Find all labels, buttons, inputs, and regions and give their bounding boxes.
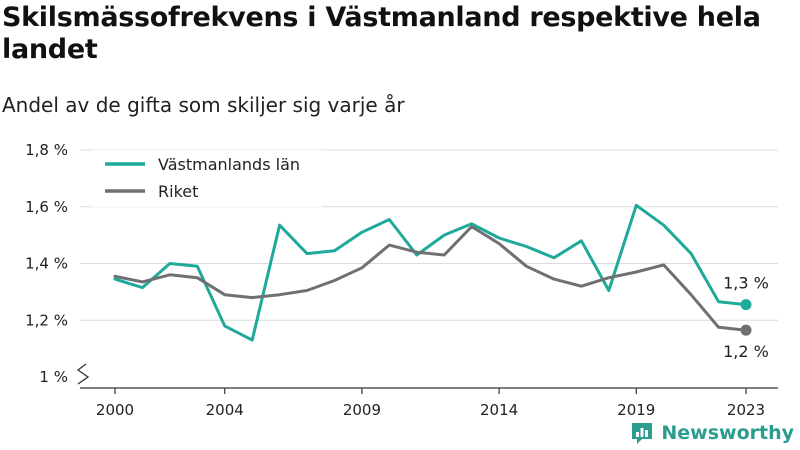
legend-label-1: Riket: [158, 182, 198, 201]
x-tick-label: 2000: [96, 401, 134, 419]
chart-subtitle: Andel av de gifta som skiljer sig varje …: [2, 93, 405, 117]
x-tick-label: 2019: [617, 401, 655, 419]
series-end-point-1: [740, 324, 752, 336]
y-tick-label: 1 %: [39, 368, 68, 386]
end-labels: 1,3 % 1,2 %: [723, 274, 769, 362]
series-group: [113, 203, 752, 342]
series-line-0: [113, 203, 748, 342]
series-end-label-1: 1,2 %: [723, 342, 769, 361]
y-tick-label: 1,2 %: [25, 311, 68, 329]
legend-label-0: Västmanlands län: [158, 155, 300, 174]
y-tick-label: 1,8 %: [25, 141, 68, 159]
chart-title: Skilsmässofrekvens i Västmanland respekt…: [2, 2, 761, 65]
series-line-1: [113, 225, 748, 332]
legend: Västmanlands län Riket: [92, 150, 322, 207]
series-end-point-0: [740, 299, 752, 311]
y-tick-label: 1,6 %: [25, 198, 68, 216]
brand-logo[interactable]: Newsworthy: [629, 420, 794, 446]
newsworthy-logo-icon: [632, 423, 653, 444]
axis-break-icon: [76, 363, 90, 385]
x-tick-label: 2023: [727, 401, 765, 419]
x-tick-label: 2009: [343, 401, 381, 419]
legend-background: [92, 150, 322, 207]
y-tick-label: 1,4 %: [25, 255, 68, 273]
x-tick-label: 2004: [206, 401, 244, 419]
x-axis: 2000 2004 2009 2014 2019 2023: [76, 363, 778, 419]
x-tick-label: 2014: [480, 401, 518, 419]
brand-name: Newsworthy: [661, 422, 794, 444]
y-axis-ticks: 1 % 1,2 % 1,4 % 1,6 % 1,8 %: [25, 141, 68, 386]
series-end-label-0: 1,3 %: [723, 274, 769, 293]
